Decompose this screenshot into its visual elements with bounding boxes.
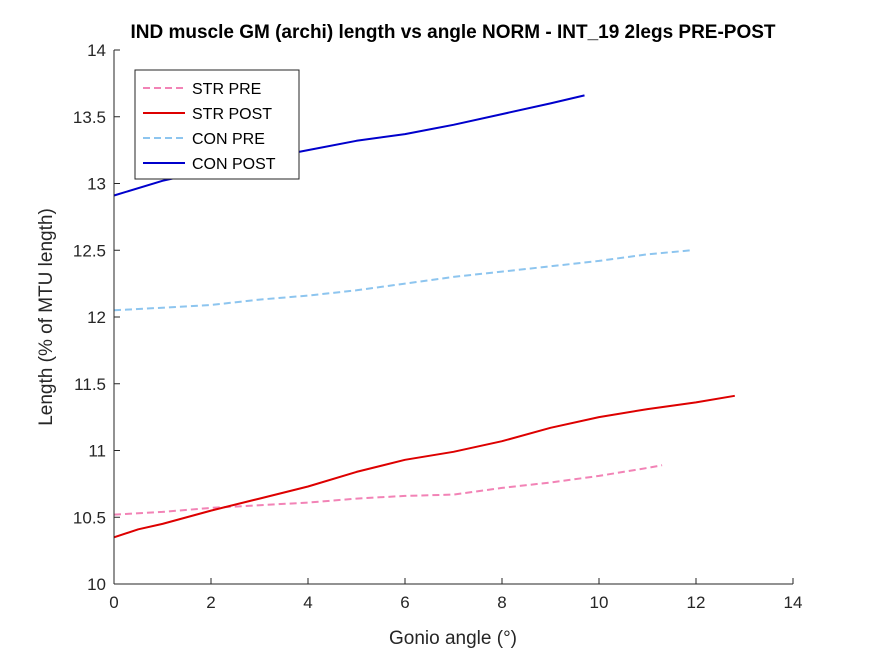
x-tick-label: 0 (109, 593, 118, 612)
series-line-con-pre (113, 249, 692, 312)
y-tick-label: 10 (87, 575, 106, 594)
y-tick-label: 12 (87, 308, 106, 327)
legend: STR PRE STR POST CON PRE CON POST (134, 69, 300, 180)
y-tick-label: 10.5 (73, 508, 106, 527)
legend-box (134, 69, 300, 180)
chart-title: IND muscle GM (archi) length vs angle NO… (130, 22, 775, 43)
x-tick-label: 6 (400, 593, 409, 612)
x-tick-label: 14 (784, 593, 803, 612)
x-tick-label: 4 (303, 593, 312, 612)
y-tick-label: 13 (87, 175, 106, 194)
legend-label: CON PRE (192, 131, 265, 148)
x-ticks: 0 2 4 6 8 10 12 14 (109, 578, 802, 612)
legend-label: STR PRE (192, 81, 261, 98)
y-ticks: 10 10.5 11 11.5 12 12.5 13 13.5 14 (73, 41, 120, 594)
series-line-str-post (113, 394, 735, 539)
y-tick-label: 11.5 (74, 375, 106, 394)
x-tick-label: 10 (590, 593, 609, 612)
y-tick-label: 12.5 (73, 241, 106, 260)
y-tick-label: 14 (87, 41, 106, 60)
x-tick-label: 8 (497, 593, 506, 612)
y-tick-label: 13.5 (73, 108, 106, 127)
series-line-str-pre (113, 464, 663, 516)
x-axis-label: Gonio angle (°) (389, 628, 517, 649)
x-tick-label: 12 (687, 593, 706, 612)
legend-label: STR POST (192, 106, 272, 123)
legend-label: CON POST (192, 156, 276, 173)
legend-items: STR PRE STR POST CON PRE CON POST (143, 81, 276, 173)
y-axis-label: Length (% of MTU length) (36, 208, 57, 426)
x-tick-label: 2 (206, 593, 215, 612)
y-tick-label: 11 (88, 442, 106, 461)
